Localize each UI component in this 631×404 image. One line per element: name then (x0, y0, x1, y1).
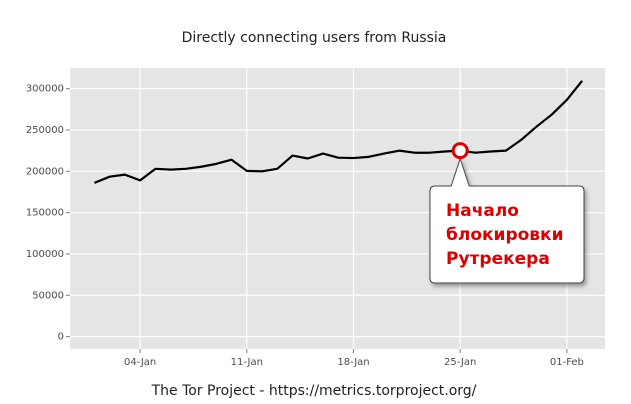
y-tick-label: 150000 (26, 208, 64, 219)
y-tick-label: 200000 (26, 166, 64, 177)
chart-title: Directly connecting users from Russia (182, 30, 447, 46)
y-tick-label: 250000 (26, 125, 64, 136)
annotation-text: блокировки (446, 225, 564, 245)
y-tick-label: 0 (58, 332, 64, 343)
y-tick-label: 100000 (26, 249, 64, 260)
x-tick-label: 11-Jan (231, 357, 263, 368)
footer: The Tor Project - https://metrics.torpro… (151, 383, 477, 399)
x-tick-label: 18-Jan (337, 357, 369, 368)
annotation-text: Начало (446, 201, 519, 221)
x-tick-label: 25-Jan (444, 357, 476, 368)
y-tick-label: 300000 (26, 84, 64, 95)
highlight-point (451, 142, 469, 160)
callout-box (429, 157, 585, 284)
x-tick-label: 04-Jan (124, 357, 156, 368)
line (93, 80, 583, 184)
x-tick-label: 01-Feb (550, 357, 584, 368)
annotation-text: Рутрекера (446, 249, 550, 269)
y-tick-label: 50000 (32, 290, 64, 301)
